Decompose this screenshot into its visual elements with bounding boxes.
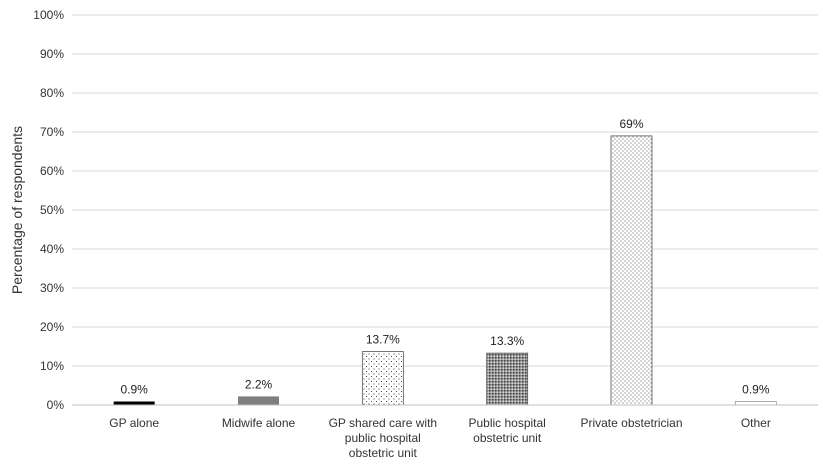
gridlines — [72, 14, 818, 367]
y-tick-label: 60% — [40, 164, 64, 178]
x-tick-label: Private obstetrician — [580, 416, 682, 430]
y-tick-label: 80% — [40, 86, 64, 100]
x-tick-label: GP shared care with — [329, 416, 438, 430]
x-tick-label: Public hospital — [468, 416, 545, 430]
y-tick-label: 100% — [33, 8, 64, 22]
x-tick-label: Midwife alone — [222, 416, 296, 430]
data-label: 69% — [619, 117, 643, 131]
data-label: 2.2% — [245, 377, 273, 391]
x-tick-label: public hospital — [345, 431, 421, 445]
x-axis-ticks: GP alone Midwife alone GP shared care with… — [109, 416, 771, 460]
y-tick-label: 30% — [40, 281, 64, 295]
x-tick-label: GP alone — [109, 416, 159, 430]
bar — [238, 396, 279, 405]
data-label: 0.9% — [742, 382, 770, 396]
y-tick-label: 10% — [40, 359, 64, 373]
x-tick-label: obstetric unit — [349, 446, 418, 460]
y-tick-label: 50% — [40, 203, 64, 217]
bar — [486, 352, 529, 406]
y-tick-label: 0% — [47, 398, 65, 412]
y-tick-label: 20% — [40, 320, 64, 334]
y-tick-label: 70% — [40, 125, 64, 139]
data-labels: 0.9% 2.2% 13.7% 13.3% 69% 0.9% — [120, 117, 769, 397]
bar — [610, 135, 653, 406]
bars — [113, 135, 777, 406]
x-tick-label: obstetric unit — [473, 431, 542, 445]
bar — [361, 351, 404, 406]
y-tick-label: 90% — [40, 47, 64, 61]
x-tick-label: Other — [741, 416, 771, 430]
data-label: 13.3% — [490, 334, 524, 348]
data-label: 0.9% — [120, 382, 148, 396]
data-label: 13.7% — [366, 333, 400, 347]
y-axis-label: Percentage of respondents — [9, 126, 25, 294]
bar — [113, 401, 155, 405]
bar — [734, 401, 777, 406]
y-axis-ticks: 0% 10% 20% 30% 40% 50% 60% 70% 80% 90% 100% — [33, 8, 64, 412]
y-tick-label: 40% — [40, 242, 64, 256]
